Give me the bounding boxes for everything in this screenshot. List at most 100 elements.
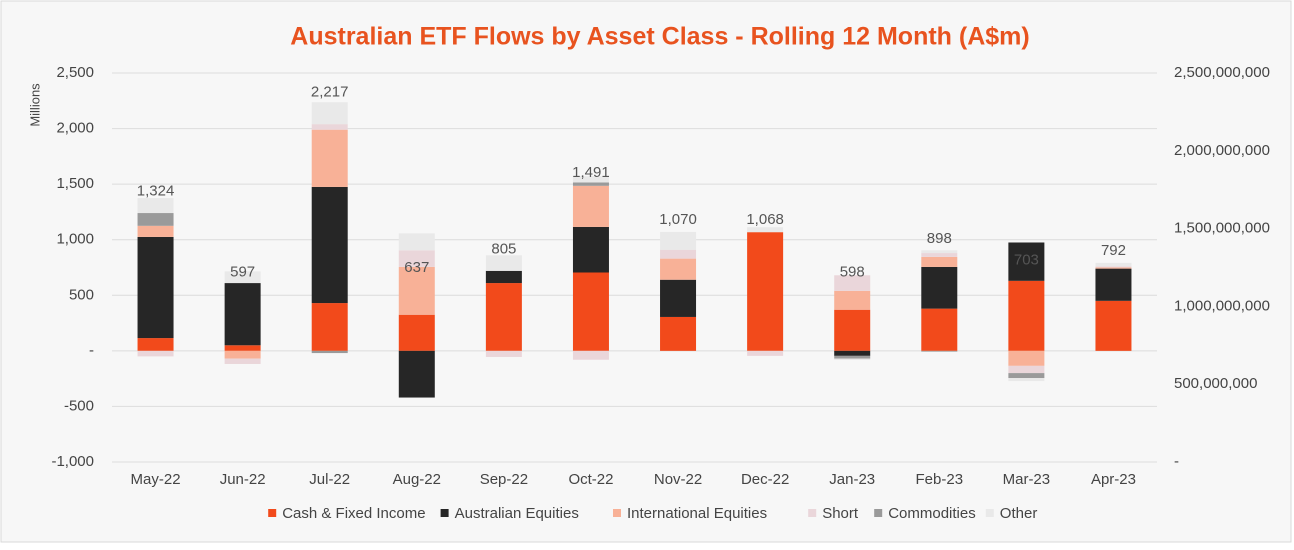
x-tick-label: Feb-23 bbox=[916, 471, 964, 488]
bar-segment bbox=[1095, 267, 1132, 269]
total-label: 805 bbox=[491, 240, 516, 257]
y-tick-label: -500 bbox=[64, 397, 94, 414]
legend-label: International Equities bbox=[627, 505, 767, 522]
y-axis-label: Millions bbox=[27, 83, 42, 127]
bar-segment bbox=[485, 283, 522, 351]
y-tick-label: 500 bbox=[69, 286, 94, 303]
y2-tick-label: - bbox=[1174, 453, 1179, 470]
bar-segment bbox=[398, 250, 435, 267]
bar-segment bbox=[1008, 365, 1045, 374]
bar-segment bbox=[398, 266, 435, 315]
y2-tick-label: 2,500,000,000 bbox=[1174, 64, 1270, 81]
bar-segment bbox=[572, 176, 609, 183]
x-tick-label: Sep-22 bbox=[480, 471, 528, 488]
total-label: 1,491 bbox=[572, 164, 610, 181]
legend-swatch bbox=[985, 509, 994, 517]
total-label: 703 bbox=[1014, 252, 1039, 269]
total-label: 597 bbox=[230, 263, 255, 280]
x-tick-label: Jun-22 bbox=[220, 471, 266, 488]
bar-segment bbox=[224, 283, 261, 346]
x-tick-label: Apr-23 bbox=[1091, 471, 1136, 488]
total-label: 792 bbox=[1101, 242, 1126, 259]
bar-segment bbox=[572, 182, 609, 186]
y2-tick-label: 2,000,000,000 bbox=[1174, 142, 1270, 159]
bar-segment bbox=[311, 129, 348, 187]
y2-tick-label: 500,000,000 bbox=[1174, 375, 1257, 392]
bar-segment bbox=[485, 270, 522, 284]
bar-segment bbox=[1008, 378, 1045, 382]
total-label: 2,217 bbox=[311, 83, 349, 100]
bar-segment bbox=[660, 258, 697, 280]
x-tick-label: May-22 bbox=[131, 471, 181, 488]
total-label: 637 bbox=[404, 259, 429, 276]
bar-segment bbox=[572, 350, 609, 360]
x-tick-label: Oct-22 bbox=[568, 471, 613, 488]
bar-segment bbox=[572, 185, 609, 227]
total-label: 1,324 bbox=[137, 183, 175, 200]
bar-segment bbox=[747, 232, 784, 351]
bar-segment bbox=[311, 124, 348, 130]
total-label: 1,068 bbox=[746, 211, 784, 228]
bar-segment bbox=[921, 253, 958, 257]
y-tick-label: - bbox=[89, 342, 94, 359]
x-tick-label: Dec-22 bbox=[741, 471, 789, 488]
bar-segment bbox=[660, 231, 697, 250]
bar-segment bbox=[660, 279, 697, 317]
bar-segment bbox=[747, 350, 784, 356]
bar-segment bbox=[660, 249, 697, 259]
bar-segment bbox=[834, 290, 871, 310]
bar-segment bbox=[1095, 268, 1132, 301]
legend-label: Short bbox=[822, 505, 859, 522]
legend-label: Cash & Fixed Income bbox=[282, 505, 425, 522]
legend-label: Commodities bbox=[888, 505, 976, 522]
x-tick-label: Nov-22 bbox=[654, 471, 702, 488]
y-tick-label: 2,500 bbox=[56, 64, 94, 81]
legend-label: Australian Equities bbox=[455, 505, 579, 522]
bar-segment bbox=[921, 250, 958, 254]
legend-swatch bbox=[874, 509, 883, 517]
bar-segment bbox=[834, 350, 871, 356]
x-tick-label: Jul-22 bbox=[309, 471, 350, 488]
y-tick-label: 1,500 bbox=[56, 175, 94, 192]
total-label: 598 bbox=[840, 263, 865, 280]
bar-segment bbox=[572, 272, 609, 351]
bar-segment bbox=[834, 275, 871, 291]
total-label: 1,070 bbox=[659, 211, 697, 228]
bar-segment bbox=[311, 186, 348, 304]
bar-segment bbox=[572, 226, 609, 273]
bar-segment bbox=[1008, 350, 1045, 366]
bar-segment bbox=[398, 314, 435, 351]
y-tick-label: 2,000 bbox=[56, 120, 94, 137]
bar-segment bbox=[1008, 373, 1045, 379]
bar-segment bbox=[921, 256, 958, 267]
chart-title: Australian ETF Flows by Asset Class - Ro… bbox=[290, 23, 1029, 51]
y2-tick-label: 1,500,000,000 bbox=[1174, 220, 1270, 237]
y-tick-label: 1,000 bbox=[56, 231, 94, 248]
x-tick-label: Mar-23 bbox=[1003, 471, 1051, 488]
bar-segment bbox=[1008, 280, 1045, 351]
x-tick-label: Aug-22 bbox=[393, 471, 441, 488]
bar-segment bbox=[834, 358, 871, 360]
bar-segment bbox=[137, 350, 174, 357]
bar-segment bbox=[137, 213, 174, 226]
bar-segment bbox=[921, 266, 958, 309]
legend-swatch bbox=[268, 509, 277, 517]
bar-segment bbox=[137, 236, 174, 339]
legend-swatch bbox=[613, 509, 621, 517]
bar-segment bbox=[137, 225, 174, 237]
bar-segment bbox=[834, 355, 871, 359]
bar-segment bbox=[224, 350, 261, 359]
bar-segment bbox=[398, 233, 435, 251]
bar-segment bbox=[311, 102, 348, 125]
bar-segment bbox=[311, 303, 348, 351]
bar-segment bbox=[224, 271, 261, 284]
legend-swatch bbox=[440, 509, 449, 517]
bar-segment bbox=[485, 255, 522, 271]
legend-swatch bbox=[808, 509, 817, 517]
bar-segment bbox=[137, 198, 174, 214]
bar-segment bbox=[1095, 300, 1132, 351]
bar-segment bbox=[660, 316, 697, 351]
bar-segment bbox=[224, 358, 261, 364]
